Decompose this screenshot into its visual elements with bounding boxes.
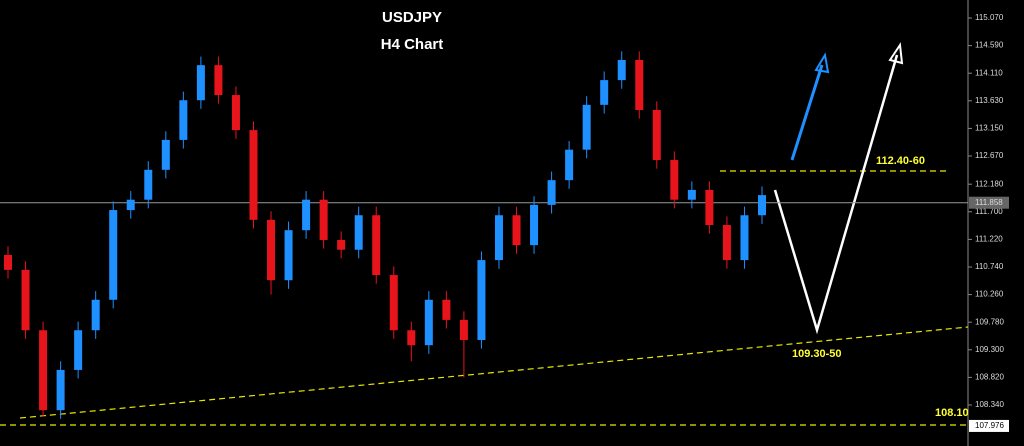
candle-body bbox=[319, 199, 328, 240]
candle-body bbox=[144, 169, 153, 200]
y-tick-label: 108.340 bbox=[975, 400, 1004, 409]
candle-body bbox=[267, 219, 276, 281]
candle-body bbox=[687, 189, 696, 200]
candle-body bbox=[722, 225, 731, 261]
chart-title: USDJPY bbox=[382, 9, 442, 26]
candle-body bbox=[74, 330, 83, 370]
annotation: 108.10 bbox=[935, 407, 969, 419]
y-tick-label: 109.780 bbox=[975, 317, 1004, 326]
candle-body bbox=[547, 180, 556, 205]
trend-line bbox=[19, 326, 969, 419]
candle-body bbox=[337, 239, 346, 250]
candle-body bbox=[424, 299, 433, 346]
candle-body bbox=[389, 275, 398, 331]
candle-body bbox=[652, 110, 661, 161]
y-tick-label: 113.150 bbox=[975, 124, 1004, 133]
candle-body bbox=[670, 160, 679, 200]
candle-body bbox=[249, 130, 258, 220]
candle-body bbox=[635, 59, 644, 111]
candle-body bbox=[494, 215, 503, 261]
chart-subtitle: H4 Chart bbox=[381, 36, 444, 53]
candle-body bbox=[214, 65, 223, 96]
y-tick-label: 109.300 bbox=[975, 345, 1004, 354]
candle-body bbox=[442, 299, 451, 320]
candle-body bbox=[4, 254, 12, 270]
candle-body bbox=[196, 65, 205, 101]
candle-body bbox=[512, 215, 521, 246]
candle-body bbox=[302, 199, 311, 231]
y-tick-label: 113.630 bbox=[975, 96, 1004, 105]
y-tick-label: 115.070 bbox=[975, 13, 1004, 22]
candle-body bbox=[565, 149, 574, 181]
candle-body bbox=[740, 215, 749, 261]
candle-body bbox=[407, 330, 416, 346]
white-arrow bbox=[773, 42, 904, 335]
y-tick-label: 108.820 bbox=[975, 373, 1004, 382]
candle-body bbox=[21, 269, 30, 331]
candle-body bbox=[354, 215, 363, 250]
candle-body bbox=[109, 210, 118, 300]
candle-body bbox=[530, 204, 539, 246]
y-tick-label: 114.110 bbox=[975, 68, 1003, 77]
candle-body bbox=[179, 100, 188, 140]
low-price-label: 107.976 bbox=[975, 421, 1004, 430]
candle-body bbox=[39, 330, 48, 411]
y-tick-label: 110.260 bbox=[975, 290, 1004, 299]
candle-body bbox=[758, 195, 766, 216]
candle-body bbox=[91, 299, 100, 331]
y-tick-label: 110.740 bbox=[975, 262, 1004, 271]
y-tick-label: 112.670 bbox=[975, 151, 1004, 160]
candle-body bbox=[477, 260, 486, 341]
current-price-box bbox=[969, 196, 1009, 209]
candle-body bbox=[459, 319, 468, 341]
candle-body bbox=[284, 230, 293, 281]
candle-body bbox=[56, 369, 65, 411]
y-tick-label: 111.220 bbox=[975, 234, 1003, 243]
candle-body bbox=[705, 189, 714, 226]
candle-body bbox=[600, 80, 609, 105]
candle-body bbox=[582, 104, 591, 150]
y-tick-label: 114.590 bbox=[975, 41, 1004, 50]
candle-body bbox=[161, 139, 170, 170]
y-tick-label: 112.180 bbox=[975, 179, 1004, 188]
candle-body bbox=[372, 215, 381, 276]
candle-body bbox=[126, 199, 135, 211]
annotation: 109.30-50 bbox=[792, 348, 842, 360]
candle-body bbox=[231, 95, 240, 131]
blue-arrow bbox=[790, 52, 830, 161]
low-price-box bbox=[969, 419, 1009, 432]
annotation: 112.40-60 bbox=[876, 155, 925, 167]
current-price-label: 111.858 bbox=[975, 198, 1003, 207]
candle-body bbox=[617, 59, 626, 81]
y-tick-label: 111.700 bbox=[975, 207, 1003, 216]
